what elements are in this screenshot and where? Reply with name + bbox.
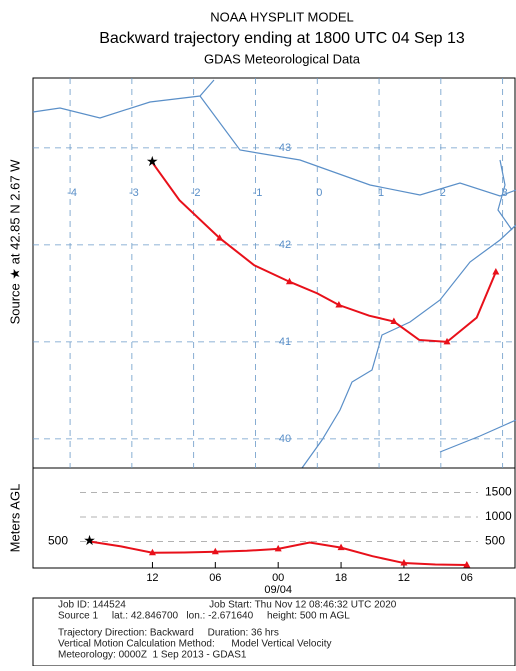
lat-label: 41 — [279, 336, 291, 348]
height-axis-label: Meters AGL — [7, 484, 22, 553]
trajectory-marker — [492, 268, 500, 275]
lon-label: -1 — [253, 187, 263, 199]
height-tick-label: 500 — [485, 534, 505, 548]
map-border — [32, 77, 516, 469]
lat-label: 42 — [279, 239, 291, 251]
data-source: GDAS Meteorological Data — [204, 51, 361, 66]
height-marker — [148, 548, 156, 556]
trajectory-marker — [443, 337, 451, 345]
lon-label: -3 — [129, 187, 139, 199]
footer-line: Source 1 lat.: 42.846700 lon.: -2.671640… — [58, 611, 350, 622]
source-star: ★ — [146, 153, 159, 169]
coastline — [439, 419, 516, 453]
height-marker — [463, 561, 471, 568]
time-tick-label: 12 — [398, 572, 410, 584]
coastline — [32, 79, 215, 119]
height-marker — [274, 544, 282, 552]
time-tick-label: 00 — [272, 572, 284, 584]
lon-label: 1 — [378, 187, 384, 199]
source-star: ★ — [83, 532, 96, 548]
map-frame — [32, 77, 516, 469]
lon-label: 3 — [502, 187, 508, 199]
lon-label: 0 — [316, 187, 322, 199]
border — [199, 95, 516, 197]
coastline — [497, 159, 513, 231]
source-label: Source ★ at 42.85 N 2.67 W — [7, 159, 22, 325]
time-tick-label: 06 — [209, 572, 221, 584]
trajectory-marker — [390, 317, 398, 325]
footer-line: Job ID: 144524 Job Start: Thu Nov 12 08:… — [58, 600, 397, 611]
footer-line: Vertical Motion Calculation Method: Mode… — [58, 639, 331, 650]
date-label: 09/04 — [264, 584, 292, 596]
lat-label: 40 — [279, 433, 291, 445]
trajectory-marker — [216, 234, 224, 241]
trajectory-marker — [335, 301, 343, 308]
height-marker — [400, 559, 408, 566]
height-marker — [337, 543, 345, 551]
height-marker — [211, 547, 219, 555]
time-tick-label: 12 — [146, 572, 158, 584]
coastline — [301, 224, 516, 469]
footer: Job ID: 144524 Job Start: Thu Nov 12 08:… — [58, 600, 397, 661]
height-frame — [32, 467, 516, 569]
footer-line: Trajectory Direction: Backward Duration:… — [58, 628, 279, 639]
height-tick-label: 1500 — [485, 485, 512, 499]
time-tick-label: 06 — [461, 572, 473, 584]
source-height-label: 500 — [48, 534, 68, 548]
trajectory-marker — [285, 277, 293, 285]
lon-label: -2 — [191, 187, 201, 199]
footer-line: Meteorology: 0000Z 1 Sep 2013 - GDAS1 — [58, 650, 247, 661]
lon-label: 2 — [440, 187, 446, 199]
lon-label: -4 — [67, 187, 77, 199]
subtitle: Backward trajectory ending at 1800 UTC 0… — [99, 30, 465, 47]
time-tick-label: 18 — [335, 572, 347, 584]
footer-box — [32, 597, 516, 667]
height-tick-label: 1000 — [485, 509, 512, 523]
title: NOAA HYSPLIT MODEL — [210, 9, 354, 24]
lat-label: 43 — [279, 142, 291, 154]
